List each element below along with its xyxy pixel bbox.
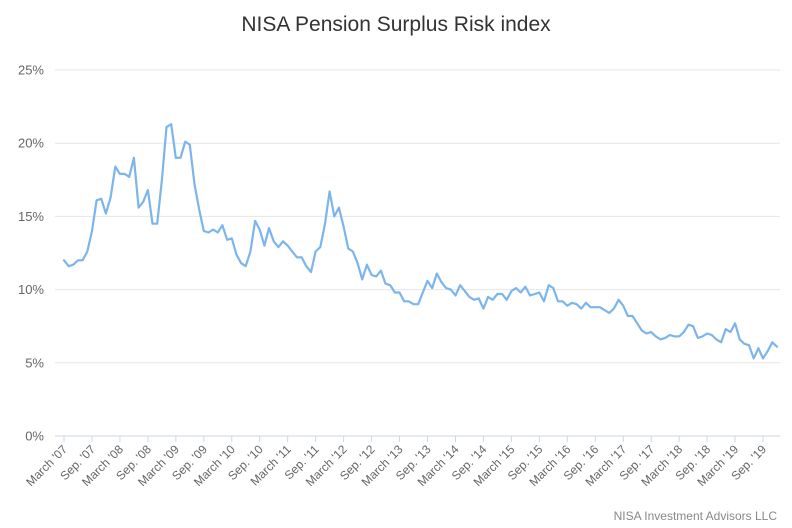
credits: NISA Investment Advisors LLC: [614, 509, 778, 523]
y-tick-label: 15%: [18, 209, 44, 224]
y-tick-label: 20%: [18, 136, 44, 151]
y-tick-label: 10%: [18, 282, 44, 297]
chart-title: NISA Pension Surplus Risk index: [241, 13, 551, 36]
x-tick-label: March '07: [23, 442, 70, 489]
y-tick-label: 5%: [25, 355, 44, 370]
y-tick-label: 0%: [25, 429, 44, 444]
y-tick-label: 25%: [18, 63, 44, 78]
series-line: [62, 123, 779, 360]
y-axis: 0% 5% 10% 15% 20% 25%: [18, 63, 44, 444]
grid: [55, 69, 780, 437]
series-layer: [62, 123, 779, 360]
